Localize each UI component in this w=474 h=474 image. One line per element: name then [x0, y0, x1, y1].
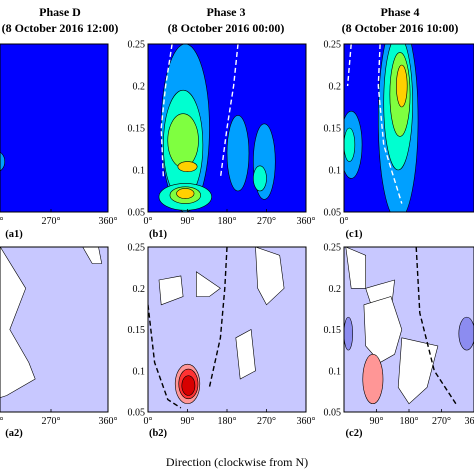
x-tick-label: 0° — [340, 216, 349, 227]
x-tick-label: 360° — [297, 216, 316, 227]
x-tick-label: 180° — [218, 216, 237, 227]
panel-background — [148, 247, 306, 412]
panel-title: Phase D — [39, 5, 81, 19]
panel-title: Phase 4 — [381, 5, 420, 19]
zero-region — [235, 329, 256, 380]
contour-blob — [177, 161, 198, 172]
x-tick-label: 180° — [218, 416, 237, 427]
x-tick-label: 0° — [144, 416, 153, 427]
panel-frame — [343, 43, 474, 213]
x-tick-label: 90° — [370, 416, 384, 427]
panel-frame — [0, 43, 109, 213]
panel-b2: 0° 90° 180° 270° 360° 0.05 0.1 0.15 0.2 0.25 (b2) — [128, 243, 316, 440]
contour-blob — [396, 64, 408, 108]
panel-label: (c1) — [346, 229, 363, 240]
x-tick-label: 0° — [144, 216, 153, 227]
panel-label: (a2) — [5, 428, 23, 439]
x-tick-label: 360° — [297, 416, 316, 427]
y-tick-label: 0.25 — [128, 40, 146, 51]
contour-blob — [0, 151, 6, 172]
y-tick-label: 0.2 — [133, 284, 146, 295]
panel-a1: 180° 270° 360° (a1) Phase D (8 October 2016 1… — [0, 5, 118, 240]
contour-blob — [226, 115, 250, 192]
y-tick-label: 0.25 — [128, 243, 146, 254]
y-tick-label: 0.1 — [329, 166, 342, 177]
x-tick-label: 180° — [0, 216, 4, 227]
panel-subtitle: (8 October 2016 00:00) — [168, 21, 285, 35]
y-tick-label: 0.05 — [324, 208, 342, 219]
dashed-curve — [346, 44, 352, 87]
y-tick-label: 0.25 — [324, 243, 342, 254]
panel-label: (b1) — [149, 229, 168, 240]
x-tick-label: 270° — [42, 416, 61, 427]
panel-a2: 180° 270° 360° (a2) — [0, 246, 118, 439]
y-tick-label: 0.2 — [329, 82, 342, 93]
panel-title: Phase 3 — [207, 5, 246, 19]
panel-frame — [0, 246, 109, 413]
y-tick-label: 0.2 — [133, 82, 146, 93]
panel-label: (b2) — [149, 428, 168, 439]
dashed-curve — [148, 304, 182, 409]
zero-region — [363, 296, 403, 363]
y-tick-label: 0.15 — [128, 124, 146, 135]
y-tick-label: 0.2 — [329, 284, 342, 295]
y-tick-label: 0.15 — [128, 325, 146, 336]
contour-blob — [344, 316, 353, 351]
x-tick-label: 90° — [181, 416, 195, 427]
contour-blob — [167, 113, 199, 168]
zero-region — [0, 247, 36, 399]
y-tick-label: 0.15 — [324, 325, 342, 336]
contour-blob — [344, 127, 356, 162]
dashed-curve — [415, 247, 457, 405]
x-tick-label: 180° — [0, 416, 4, 427]
y-tick-label: 0.1 — [133, 366, 146, 377]
panel-b1: 0° 90° 180° 270° 360° 0.05 0.1 0.15 0.2 0.25 (b1) P… — [128, 5, 316, 240]
dashed-curve — [208, 247, 228, 388]
panel-c2: 90° 180° 270° 360° 0.05 0.1 0.15 0.2 0.25 (c2) — [324, 243, 474, 439]
zero-region — [255, 247, 285, 306]
x-tick-label: 270° — [432, 416, 451, 427]
x-tick-label: 180° — [400, 416, 419, 427]
zero-region — [397, 337, 439, 405]
y-tick-label: 0.25 — [324, 40, 342, 51]
panel-background — [0, 44, 108, 212]
x-tick-label: 90° — [181, 216, 195, 227]
panel-subtitle: (8 October 2016 10:00) — [342, 21, 459, 35]
contour-blob — [458, 316, 474, 351]
dashed-curve — [377, 44, 403, 204]
zero-region — [158, 275, 184, 306]
x-tick-label: 270° — [257, 216, 276, 227]
x-tick-label: 270° — [257, 416, 276, 427]
contour-blob — [362, 353, 384, 405]
y-tick-label: 0.05 — [324, 408, 342, 419]
zero-region — [82, 247, 103, 264]
y-tick-label: 0.1 — [133, 166, 146, 177]
y-tick-label: 0.15 — [324, 124, 342, 135]
x-tick-label: 360° — [99, 416, 118, 427]
x-tick-label: 360° — [465, 416, 474, 427]
contour-blob — [176, 188, 195, 199]
panel-label: (c2) — [346, 428, 363, 439]
panel-c1: 0°0.05 0.1 0.15 0.2 0.25 (c1) Phase 4 (8 Octobe… — [324, 5, 474, 240]
y-tick-label: 0.1 — [329, 366, 342, 377]
zero-region — [196, 271, 221, 297]
y-tick-label: 0.05 — [128, 208, 146, 219]
panel-label: (a1) — [5, 229, 23, 240]
contour-blob — [253, 165, 267, 192]
x-tick-label: 270° — [42, 216, 61, 227]
contour-blob — [181, 375, 196, 396]
x-tick-label: 360° — [99, 216, 118, 227]
x-axis-label: Direction (clockwise from N) — [166, 455, 308, 469]
y-tick-label: 0.05 — [128, 408, 146, 419]
panel-subtitle: (8 October 2016 12:00) — [2, 21, 119, 35]
